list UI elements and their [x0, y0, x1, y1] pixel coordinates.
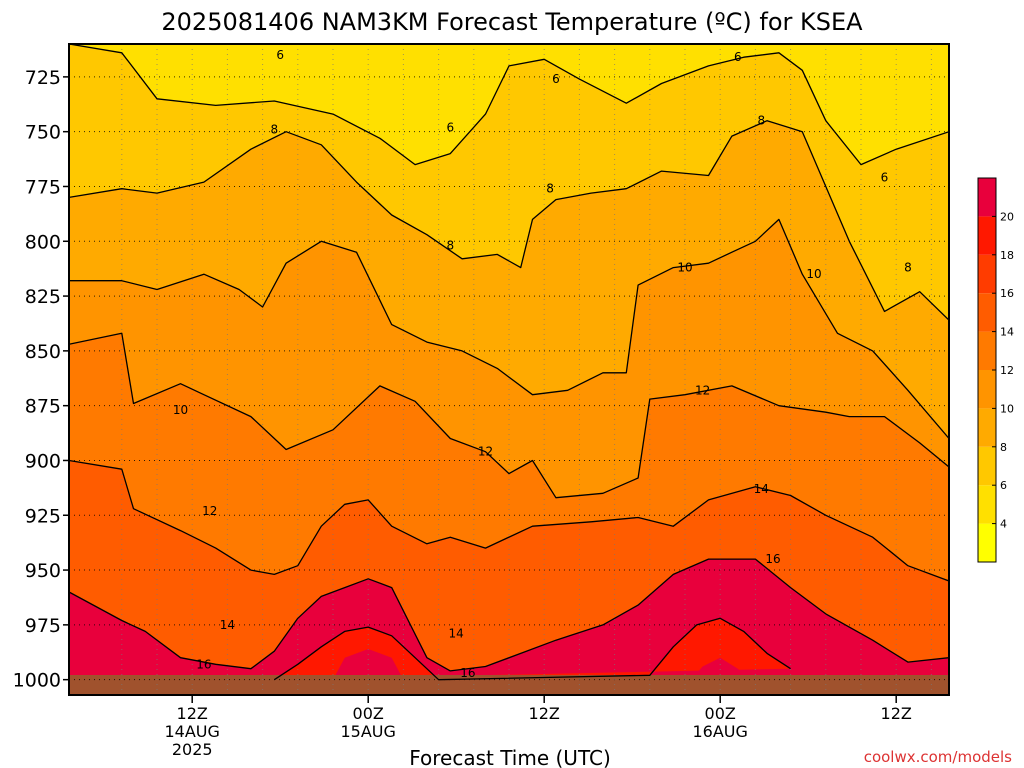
colorbar-seg-3	[978, 408, 996, 447]
x-tick-label-0-1: 14AUG	[164, 722, 219, 741]
colorbar-label-8: 8	[1000, 441, 1007, 454]
isotherm-label-14-0: 14	[220, 618, 235, 632]
colorbar-seg-2	[978, 446, 996, 486]
y-tick-label-950: 950	[25, 560, 61, 582]
band-below-8	[69, 44, 949, 321]
isotherm-6	[69, 44, 949, 166]
colorbar-label-18: 18	[1000, 249, 1014, 262]
band-cold-corner	[896, 44, 949, 75]
isotherm-label-6-1: 6	[552, 72, 560, 86]
isotherm-label-6-0: 6	[276, 48, 284, 62]
isotherm-label-8-2: 8	[546, 182, 554, 196]
y-tick-label-875: 875	[25, 396, 61, 418]
colorbar-seg-7	[978, 254, 996, 294]
isotherm-label-16-1: 16	[460, 666, 475, 680]
y-tick-label-1000: 1000	[13, 670, 61, 692]
isotherm-14	[69, 459, 949, 582]
isotherm-18	[273, 617, 791, 681]
isotherm-lines	[69, 44, 949, 681]
temperature-field	[69, 44, 949, 695]
y-tick-label-750: 750	[25, 122, 61, 144]
isotherm-label-6-3: 6	[734, 50, 742, 64]
isotherm-16	[69, 558, 949, 672]
colorbar-label-20: 20	[1000, 210, 1014, 223]
colorbar-seg-1	[978, 485, 996, 524]
x-tick-label-1-0: 00Z	[353, 704, 384, 723]
isotherm-label-8-0: 8	[271, 122, 279, 136]
colorbar-label-6: 6	[1000, 479, 1007, 492]
isotherm-label-12-1: 12	[695, 383, 710, 397]
colorbar-seg-8	[978, 216, 996, 255]
isotherm-label-6-2: 6	[447, 120, 455, 134]
colorbar-label-10: 10	[1000, 402, 1014, 415]
x-tick-label-4-0: 12Z	[881, 704, 912, 723]
y-tick-label-850: 850	[25, 341, 61, 363]
colorbar-seg-5	[978, 331, 996, 370]
x-tick-label-2-0: 12Z	[529, 704, 560, 723]
colorbar-label-16: 16	[1000, 287, 1014, 300]
x-tick-label-0-2: 2025	[172, 740, 213, 759]
isotherm-10	[69, 218, 949, 439]
y-tick-label-725: 725	[25, 67, 61, 89]
isotherm-label-14-2: 14	[754, 482, 769, 496]
isotherm-label-16-2: 16	[765, 552, 780, 566]
isotherm-label-12-0: 12	[478, 445, 493, 459]
y-tick-label-775: 775	[25, 176, 61, 198]
y-tick-label-900: 900	[25, 450, 61, 472]
y-tick-label-800: 800	[25, 231, 61, 253]
x-tick-label-3-0: 00Z	[705, 704, 736, 723]
y-tick-label-825: 825	[25, 286, 61, 308]
colorbar-seg-9	[978, 178, 996, 217]
band-warm-pocket-1	[690, 657, 750, 680]
colorbar-label-12: 12	[1000, 364, 1014, 377]
isotherm-label-10-0: 10	[677, 261, 692, 275]
y-tick-label-925: 925	[25, 505, 61, 527]
isotherm-label-10-2: 10	[173, 403, 188, 417]
y-tick-label-975: 975	[25, 615, 61, 637]
x-tick-label-0-0: 12Z	[177, 704, 208, 723]
plot-frame	[68, 43, 950, 696]
isotherm-label-6-4: 6	[881, 171, 889, 185]
x-axis-label: Forecast Time (UTC)	[409, 746, 611, 768]
colorbar: 4 6 8 10 12 14 16 18 20	[977, 177, 1014, 563]
isotherm-label-8-4: 8	[904, 261, 912, 275]
y-axis: 725 750 775 800 825 850 875 900 925 950 975 1000	[13, 67, 69, 692]
isotherm-12	[69, 332, 949, 499]
x-tick-label-1-1: 15AUG	[340, 722, 395, 741]
colorbar-seg-4	[978, 370, 996, 409]
grid-lines	[69, 44, 949, 695]
isotherm-label-12-2: 12	[202, 504, 217, 518]
isotherm-label-16-0: 16	[196, 657, 211, 671]
colorbar-label-4: 4	[1000, 518, 1007, 531]
x-tick-label-3-1: 16AUG	[692, 722, 747, 741]
band-below-6	[69, 44, 949, 165]
colorbar-seg-0	[978, 523, 996, 562]
isotherm-label-10-1: 10	[806, 267, 821, 281]
chart-title: 2025081406 NAM3KM Forecast Temperature (…	[161, 8, 863, 36]
isotherm-label-8-3: 8	[757, 114, 765, 128]
colorbar-label-14: 14	[1000, 326, 1014, 339]
isotherm-label-14-1: 14	[449, 627, 464, 641]
colorbar-seg-6	[978, 293, 996, 332]
isotherm-8	[69, 120, 949, 321]
isotherm-label-8-1: 8	[447, 239, 455, 253]
credit-text: coolwx.com/models	[864, 748, 1012, 766]
isotherm-labels: 6 6 6 6 6 8 8 8 8 8 10 10 10 12 12 12 14 14 14 16 16 16	[173, 48, 912, 680]
